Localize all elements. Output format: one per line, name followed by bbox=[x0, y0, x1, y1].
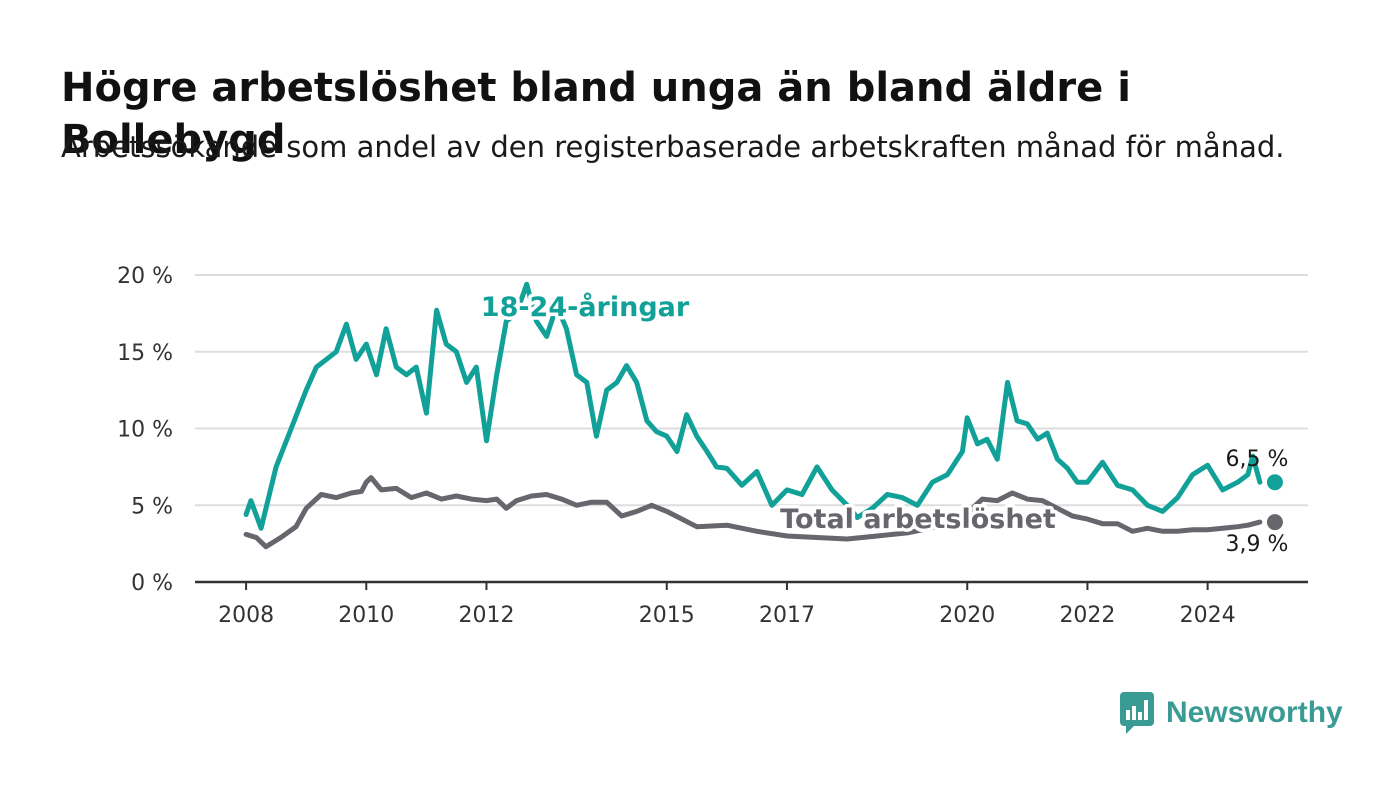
x-tick-label: 2017 bbox=[759, 603, 815, 628]
x-tick-label: 2022 bbox=[1059, 603, 1115, 628]
y-tick-label: 5 % bbox=[131, 494, 173, 519]
total-series-label: Total arbetslöshet bbox=[780, 504, 1056, 535]
x-tick-label: 2020 bbox=[939, 603, 995, 628]
series-labels: 6,5 % 3,9 % 18-24-åringar Total arbetslöshe… bbox=[477, 288, 1289, 558]
x-tick-label: 2008 bbox=[218, 603, 274, 628]
newsworthy-logo: Newsworthy bbox=[1118, 690, 1343, 736]
series-lines bbox=[243, 281, 1263, 550]
youth-end-value-label: 6,5 % bbox=[1226, 447, 1289, 472]
page-subtitle: Arbetssökande som andel av den registerb… bbox=[61, 130, 1285, 164]
youth-end-point bbox=[1266, 474, 1283, 491]
x-tick-label: 2012 bbox=[458, 603, 514, 628]
y-tick-label: 10 % bbox=[117, 418, 173, 443]
y-axis-tick-labels: 0 % 5 % 10 % 15 % 20 % bbox=[117, 264, 173, 596]
x-tick-label: 2024 bbox=[1180, 603, 1236, 628]
x-axis: 2008 2010 2012 2015 2017 2020 2022 2024 bbox=[195, 580, 1308, 628]
grid-lines bbox=[195, 274, 1308, 507]
total-end-value-label: 3,9 % bbox=[1226, 532, 1289, 557]
y-tick-label: 0 % bbox=[131, 571, 173, 596]
total-end-point bbox=[1266, 514, 1283, 531]
newsworthy-logo-icon bbox=[1120, 692, 1154, 734]
x-tick-label: 2010 bbox=[338, 603, 394, 628]
x-tick-label: 2015 bbox=[639, 603, 695, 628]
y-tick-label: 20 % bbox=[117, 264, 173, 289]
newsworthy-logo-text: Newsworthy bbox=[1166, 696, 1343, 729]
y-tick-label: 15 % bbox=[117, 341, 173, 366]
total-series-line bbox=[243, 475, 1263, 550]
youth-series-label: 18-24-åringar bbox=[481, 291, 690, 323]
page-title: Högre arbetslöshet bland unga än bland ä… bbox=[61, 65, 1131, 163]
youth-series-line bbox=[243, 281, 1263, 531]
